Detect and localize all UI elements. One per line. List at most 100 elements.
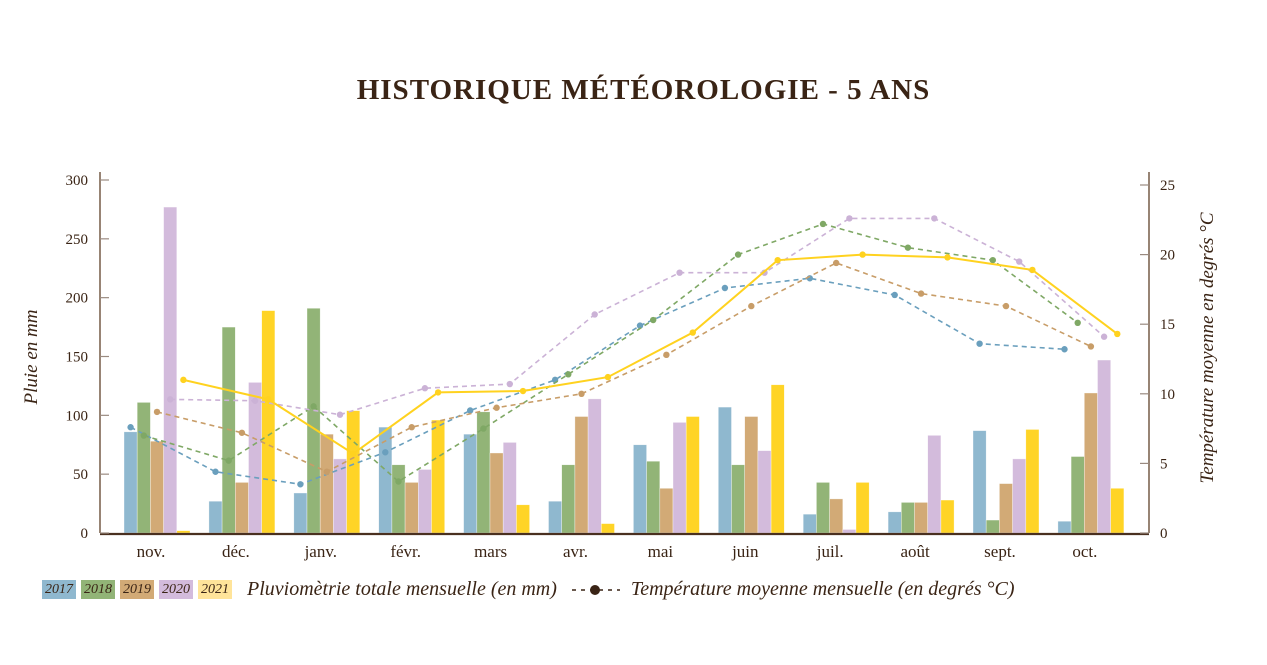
left-tick-label: 300: [66, 173, 89, 189]
bar-2019-10: [999, 483, 1013, 534]
x-tick-label: juin: [731, 542, 759, 561]
bar-2020-10: [1012, 458, 1027, 534]
bar-2021-10: [1025, 429, 1040, 534]
bar-2018-6: [646, 460, 661, 534]
bar-2018-11: [1070, 456, 1085, 534]
x-tick-label: nov.: [137, 542, 166, 561]
temp-point-2017-7: [721, 284, 729, 292]
temp-point-2018-1: [225, 457, 232, 464]
x-tick-label: mai: [648, 542, 674, 561]
legend-2021: 2021: [198, 580, 232, 599]
x-tick-label: juil.: [816, 542, 844, 561]
temp-point-2021-6: [689, 329, 696, 336]
temp-point-2019-11: [1087, 343, 1095, 350]
bar-2018-0: [136, 402, 151, 534]
temp-point-2020-11: [1100, 333, 1108, 340]
bar-2020-2: [333, 458, 347, 534]
temp-line-2021: [183, 253, 1118, 455]
temp-point-2017-10: [976, 340, 983, 347]
right-tick-label: 20: [1160, 248, 1175, 264]
bar-2019-8: [829, 498, 844, 534]
x-tick-label: oct.: [1072, 542, 1097, 561]
legend-2017: 2017: [42, 580, 76, 599]
left-tick-label: 150: [66, 350, 89, 366]
x-tick-label: août: [900, 542, 930, 561]
right-tick-label: 15: [1160, 317, 1175, 333]
bar-2018-2: [306, 307, 321, 534]
bar-2017-0: [123, 431, 138, 534]
temp-point-2020-0: [167, 396, 174, 403]
temp-point-2018-6: [650, 316, 657, 324]
legend-2020: 2020: [159, 580, 193, 599]
temp-point-2017-3: [382, 449, 389, 456]
bar-2020-1: [248, 382, 262, 534]
left-tick-label: 200: [66, 291, 89, 307]
right-tick-label: 0: [1160, 526, 1168, 542]
temp-point-2017-9: [891, 291, 898, 299]
bar-2021-8: [855, 482, 870, 534]
bar-2021-3: [431, 419, 445, 534]
temp-point-2021-0: [180, 376, 187, 384]
temp-point-2019-9: [917, 290, 925, 297]
right-axis-label: Température moyenne en degrés °C: [1197, 212, 1218, 483]
temp-point-2018-7: [734, 251, 742, 258]
x-tick-label: sept.: [984, 542, 1016, 561]
bar-2017-2: [293, 492, 308, 534]
bar-2019-9: [914, 502, 928, 534]
temp-line-2018: [143, 223, 1079, 483]
temp-point-2020-4: [506, 380, 513, 388]
temp-point-2018-2: [310, 403, 317, 410]
temp-point-2021-9: [944, 254, 951, 261]
temp-point-2017-1: [212, 468, 219, 475]
bar-2018-5: [561, 464, 576, 534]
temp-point-2019-10: [1002, 302, 1010, 310]
temp-point-2017-2: [297, 481, 304, 488]
legend-temp-label: Température moyenne mensuelle (en degrés…: [630, 578, 1015, 600]
temp-point-2018-3: [395, 478, 402, 485]
legend: 2017 2018 2019 2020 2021 Pluviomètrie to…: [42, 578, 1029, 601]
bar-2021-7: [770, 384, 785, 534]
bar-2017-11: [1057, 520, 1072, 534]
temp-point-2018-9: [904, 244, 912, 251]
bar-2017-10: [972, 430, 987, 534]
legend-2019: 2019: [120, 580, 154, 599]
temp-point-2019-3: [408, 424, 415, 431]
temp-point-2019-8: [833, 259, 840, 267]
temp-point-2021-2: [350, 450, 357, 457]
temp-point-2021-11: [1114, 330, 1121, 338]
temp-point-2020-9: [931, 215, 938, 222]
bar-2017-9: [887, 511, 902, 534]
legend-rain-label: Pluviomètrie totale mensuelle (en mm): [247, 578, 557, 600]
bar-2019-11: [1084, 392, 1098, 534]
left-tick-label: 0: [81, 526, 89, 542]
bar-2017-5: [548, 500, 562, 534]
left-axis-label: Pluie en mm: [21, 310, 42, 406]
legend-2018: 2018: [81, 580, 115, 599]
bar-2021-4: [516, 504, 530, 534]
left-tick-label: 250: [66, 232, 89, 248]
temp-point-2020-6: [676, 269, 683, 276]
temp-point-2018-5: [565, 371, 572, 378]
temp-point-2019-2: [323, 468, 330, 475]
bar-2017-1: [208, 500, 223, 534]
right-tick-label: 25: [1160, 178, 1175, 194]
temp-line-2020: [170, 217, 1105, 416]
temp-point-2019-1: [238, 429, 246, 436]
bar-2019-3: [404, 482, 419, 534]
temp-point-2021-7: [774, 256, 781, 264]
bar-2021-1: [261, 310, 276, 534]
bar-2019-7: [744, 416, 759, 534]
bar-2021-11: [1110, 487, 1125, 534]
right-tick-label: 5: [1160, 456, 1168, 472]
chart-title: HISTORIQUE MÉTÉOROLOGIE - 5 ANS: [356, 74, 931, 106]
x-tick-label: déc.: [222, 542, 250, 561]
temp-point-2020-10: [1016, 258, 1023, 265]
bar-2020-9: [927, 435, 942, 534]
temp-point-2020-1: [251, 397, 259, 404]
temp-point-2019-0: [153, 408, 161, 416]
temp-point-2018-4: [480, 425, 487, 432]
temp-point-2021-5: [604, 373, 612, 381]
temp-point-2020-8: [846, 215, 853, 222]
bar-2021-6: [685, 416, 700, 534]
